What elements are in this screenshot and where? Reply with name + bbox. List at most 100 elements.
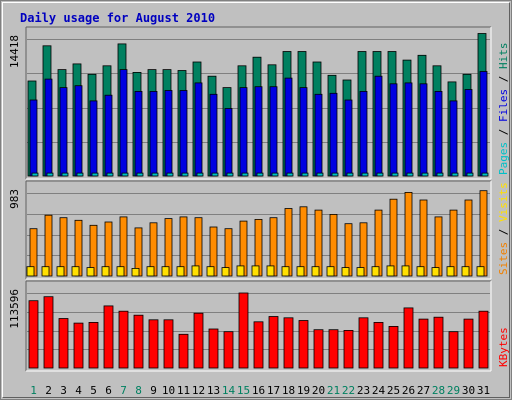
bar-kbytes — [73, 322, 84, 369]
bar-visits — [146, 266, 155, 277]
bar-kbytes — [163, 319, 174, 369]
bar-kbytes — [313, 329, 324, 369]
legend-entry: Visits — [497, 182, 510, 222]
bar-files — [29, 99, 38, 177]
bar-visits — [161, 266, 170, 277]
bar-kbytes — [223, 331, 234, 369]
bar-pages — [301, 172, 309, 177]
bar-pages — [256, 172, 264, 177]
bar-visits — [191, 265, 200, 277]
day-label: 9 — [150, 384, 157, 397]
bar-files — [149, 91, 158, 177]
day-label: 11 — [177, 384, 190, 397]
panel-legend: Sites / Visits — [497, 182, 510, 275]
legend-entry: / — [497, 122, 510, 142]
bar-visits — [176, 266, 185, 277]
bar-pages — [91, 172, 99, 177]
bar-kbytes — [433, 316, 444, 369]
day-label: 2 — [45, 384, 52, 397]
bar-kbytes — [58, 318, 69, 369]
bar-files — [299, 87, 308, 177]
bar-files — [119, 69, 128, 177]
day-label: 26 — [402, 384, 415, 397]
bar-pages — [481, 172, 489, 177]
bar-sites — [314, 209, 323, 277]
bar-pages — [451, 172, 459, 177]
day-label: 17 — [267, 384, 280, 397]
axis-max-label: 14418 — [8, 35, 21, 68]
bar-kbytes — [193, 312, 204, 369]
bar-pages — [76, 172, 84, 177]
bar-files — [209, 93, 218, 177]
bar-kbytes — [403, 307, 414, 369]
bar-files — [239, 87, 248, 177]
bar-sites — [434, 216, 443, 277]
bar-pages — [376, 172, 384, 177]
bar-files — [479, 71, 488, 177]
day-label: 30 — [462, 384, 475, 397]
bar-kbytes — [478, 310, 489, 369]
bar-visits — [251, 265, 260, 277]
bar-pages — [346, 172, 354, 177]
bar-kbytes — [388, 325, 399, 369]
bar-visits — [281, 266, 290, 277]
bar-kbytes — [208, 328, 219, 369]
day-label: 12 — [192, 384, 205, 397]
bar-files — [89, 100, 98, 177]
bar-kbytes — [43, 296, 54, 369]
bar-pages — [466, 172, 474, 177]
bar-visits — [296, 266, 305, 277]
day-label: 24 — [372, 384, 386, 397]
bar-kbytes — [88, 321, 99, 369]
bar-visits — [386, 265, 395, 277]
day-label: 27 — [417, 384, 430, 397]
bar-files — [74, 85, 83, 177]
axis-max-label: 983 — [8, 189, 21, 209]
bar-files — [329, 92, 338, 177]
bar-pages — [271, 172, 279, 177]
bar-files — [59, 87, 68, 177]
bar-pages — [151, 172, 159, 177]
day-label: 29 — [447, 384, 460, 397]
bar-sites — [464, 199, 473, 277]
bar-pages — [361, 172, 369, 177]
bar-files — [179, 90, 188, 177]
bar-visits — [311, 266, 320, 277]
bar-visits — [56, 266, 65, 277]
bar-sites — [389, 198, 398, 277]
chart-title: Daily usage for August 2010 — [20, 11, 215, 25]
bar-pages — [241, 172, 249, 177]
bar-pages — [46, 172, 54, 177]
day-label: 19 — [297, 384, 310, 397]
bar-files — [374, 75, 383, 177]
bar-visits — [41, 266, 50, 277]
bar-kbytes — [283, 317, 294, 369]
bar-visits — [431, 267, 440, 277]
bar-kbytes — [178, 333, 189, 369]
bar-files — [164, 90, 173, 177]
day-label: 16 — [252, 384, 265, 397]
bar-kbytes — [358, 317, 369, 369]
day-label: 18 — [282, 384, 295, 397]
bar-kbytes — [133, 314, 144, 369]
bar-visits — [26, 266, 35, 277]
legend-entry: KBytes — [497, 327, 510, 367]
legend-entry: Sites — [497, 242, 510, 275]
day-label: 3 — [60, 384, 67, 397]
panel-legend: Pages / Files / Hits — [497, 43, 510, 176]
day-label: 31 — [477, 384, 490, 397]
bar-kbytes — [418, 318, 429, 369]
bar-sites — [299, 206, 308, 277]
panel-kbytes: 113596 KBytes — [8, 280, 510, 372]
bar-pages — [196, 172, 204, 177]
bar-kbytes — [343, 329, 354, 369]
bar-pages — [121, 172, 129, 177]
bar-files — [419, 83, 428, 177]
bar-pages — [106, 172, 114, 177]
bar-pages — [166, 172, 174, 177]
bar-visits — [401, 265, 410, 277]
bar-pages — [331, 172, 339, 177]
bar-files — [284, 77, 293, 177]
